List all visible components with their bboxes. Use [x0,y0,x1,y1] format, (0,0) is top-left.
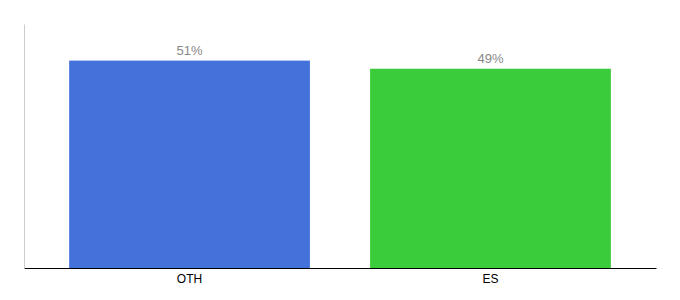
data-label: 49% [477,51,503,66]
chart: OTH ES 51% 49% [0,0,680,300]
bar [370,69,611,268]
data-labels: 51% 49% [177,43,504,66]
data-label: 51% [177,43,203,58]
x-tick: ES [482,268,498,286]
x-tick: OTH [177,268,202,286]
y-axis [24,25,25,269]
x-axis: OTH ES [25,268,657,286]
bars [69,61,611,268]
plot: OTH ES 51% 49% [25,25,657,286]
x-tick-label: OTH [177,272,202,286]
bar [69,61,310,268]
y-axis-line [24,25,25,269]
x-tick-label: ES [482,272,498,286]
x-axis-line [25,268,657,269]
